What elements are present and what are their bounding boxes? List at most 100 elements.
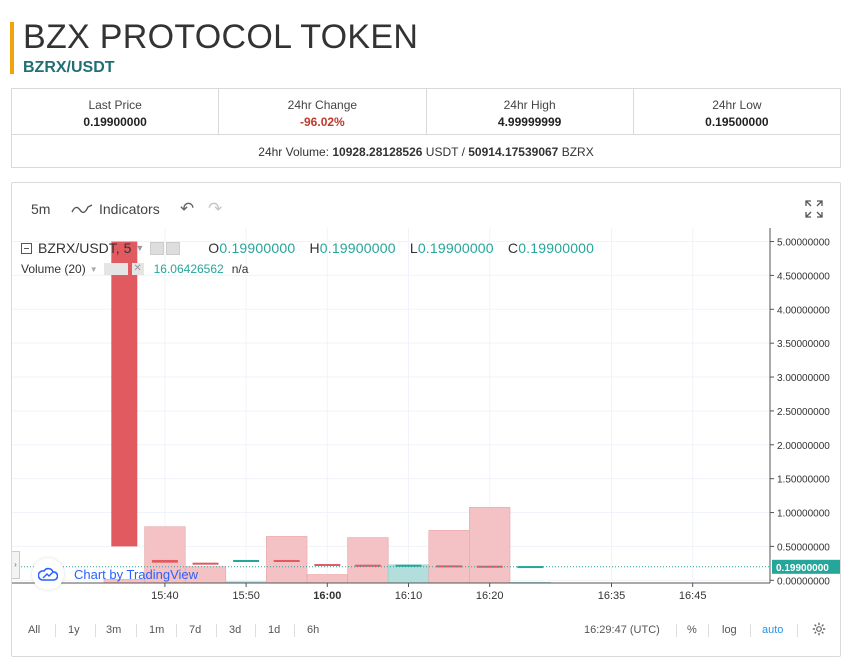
separator: [750, 624, 751, 637]
stats-row: Last Price 0.19900000 24hr Change -96.02…: [12, 89, 840, 135]
range-1m[interactable]: 1m: [149, 624, 165, 636]
close-icon[interactable]: ✕: [131, 263, 144, 275]
time-axis-label: 16:10: [395, 590, 423, 602]
volume-ma-value: n/a: [231, 262, 249, 276]
cloud-icon: [32, 558, 64, 590]
stat-label: 24hr Change: [287, 98, 358, 112]
price-axis-label: 1.00000000: [777, 509, 830, 520]
indicators-icon[interactable]: [71, 201, 93, 217]
utc-clock[interactable]: 16:29:47 (UTC): [584, 624, 660, 636]
side-panel-toggle[interactable]: ›: [12, 551, 20, 579]
ohlc-value: 0.19900000: [219, 240, 296, 256]
percent-toggle[interactable]: %: [687, 624, 697, 636]
time-axis-label: 16:00: [313, 590, 341, 602]
ohlc-values: O0.19900000 H0.19900000 L0.19900000 C0.1…: [198, 240, 594, 256]
candle: [314, 564, 341, 567]
eye-icon[interactable]: [150, 241, 165, 255]
volume-label: 24hr Volume:: [258, 145, 329, 159]
ohlc-key: C: [507, 240, 519, 256]
stat-label: Last Price: [88, 98, 142, 112]
volume-legend-label: Volume (20): [21, 262, 86, 276]
page-title: BZX PROTOCOL TOKEN: [23, 18, 419, 56]
ohlc-key: O: [208, 240, 220, 256]
volume-legend: Volume (20) ▼ ✕ 16.06426562 n/a: [21, 261, 248, 277]
interval-button[interactable]: 5m: [31, 201, 51, 217]
volume-bar: [387, 564, 430, 584]
chart-svg[interactable]: 5.00000000 4.50000000 4.00000000 3.50000000…: [12, 228, 840, 603]
24hr-volume: 24hr Volume: 10928.28128526 USDT / 50914…: [12, 135, 840, 159]
settings-small-icon[interactable]: [166, 241, 181, 255]
stat-value: -96.02%: [300, 115, 345, 129]
range-3d[interactable]: 3d: [229, 624, 242, 636]
volume-bar: [347, 537, 389, 584]
ohlc-value: 0.19900000: [417, 240, 494, 256]
price-axis-label: 5.00000000: [777, 238, 830, 249]
chart-bottom-bar: All 1y 3m 1m 7d 3d 1d 6h 16:29:47 (UTC) …: [12, 615, 840, 645]
chevron-down-icon[interactable]: ▼: [89, 264, 98, 274]
candle: [354, 564, 381, 567]
range-all[interactable]: All: [28, 624, 41, 636]
redo-icon[interactable]: ↷: [208, 199, 223, 218]
range-1d[interactable]: 1d: [268, 624, 281, 636]
stat-label: 24hr Low: [712, 98, 762, 112]
price-axis-label: 2.50000000: [777, 407, 830, 418]
collapse-legend-icon[interactable]: [21, 242, 32, 254]
gear-icon[interactable]: [812, 622, 826, 636]
tradingview-chart: 5m Indicators ↶ ↷ 5.00000000 4.50000000 4.…: [11, 182, 841, 657]
ohlc-value: 0.19900000: [319, 240, 396, 256]
price-legend: BZRX/USDT, 5 ▼ O0.19900000 H0.19900000 L…: [21, 239, 594, 257]
time-axis-label: 16:45: [679, 590, 707, 602]
separator: [676, 624, 677, 637]
ohlc-key: L: [409, 240, 418, 256]
fullscreen-icon[interactable]: [804, 199, 824, 219]
candle: [192, 562, 219, 565]
chevron-down-icon[interactable]: ▼: [135, 243, 145, 253]
time-axis-label: 15:40: [151, 590, 179, 602]
last-price-badge: [772, 559, 840, 574]
price-axis-label: 4.50000000: [777, 271, 830, 282]
undo-icon[interactable]: ↶: [180, 199, 195, 218]
log-toggle[interactable]: log: [722, 624, 737, 636]
trading-pair: BZRX/USDT: [23, 59, 115, 76]
price-axis-label: 1.50000000: [777, 475, 830, 486]
candle: [436, 565, 463, 568]
volume-bar: [266, 536, 308, 584]
stat-value: 4.99999999: [497, 115, 562, 129]
separator: [55, 624, 56, 637]
price-axis-label: 3.50000000: [777, 339, 830, 350]
candle: [151, 559, 178, 563]
tradingview-watermark[interactable]: Chart by TradingView: [32, 558, 198, 590]
auto-toggle[interactable]: auto: [762, 624, 784, 636]
volume-bar: [469, 507, 511, 584]
time-axis-label: 16:35: [598, 590, 626, 602]
title-accent-bar: [10, 22, 14, 74]
stat-24hr-low: 24hr Low 0.19500000: [634, 89, 840, 134]
candle: [273, 559, 300, 562]
stat-24hr-high: 24hr High 4.99999999: [427, 89, 634, 134]
price-axis-label: 0.00000000: [777, 576, 830, 587]
separator: [708, 624, 709, 637]
indicators-button[interactable]: Indicators: [99, 201, 160, 217]
price-plot[interactable]: 5.00000000 4.50000000 4.00000000 3.50000000…: [12, 228, 840, 603]
ohlc-value: 0.19900000: [518, 240, 595, 256]
volume-legend-value: 16.06426562: [153, 262, 224, 276]
price-axis-label: 4.00000000: [777, 305, 830, 316]
volume-bzrx-value: 50914.17539067: [468, 145, 559, 159]
volume-controls-icon[interactable]: [103, 263, 128, 275]
legend-symbol: BZRX/USDT, 5: [38, 240, 132, 256]
separator: [294, 624, 295, 637]
price-axis-label: 3.00000000: [777, 373, 830, 384]
stat-value: 0.19500000: [705, 115, 769, 129]
volume-bzrx-unit: BZRX: [561, 145, 594, 159]
time-axis-label: 15:50: [232, 590, 260, 602]
range-3m[interactable]: 3m: [106, 624, 122, 636]
stat-value: 0.19900000: [83, 115, 147, 129]
range-7d[interactable]: 7d: [189, 624, 202, 636]
price-axis-label: 2.00000000: [777, 441, 830, 452]
range-1y[interactable]: 1y: [68, 624, 80, 636]
range-6h[interactable]: 6h: [307, 624, 320, 636]
volume-usdt-value: 10928.28128526: [332, 145, 423, 159]
stat-24hr-change: 24hr Change -96.02%: [219, 89, 427, 134]
stat-label: 24hr High: [503, 98, 556, 112]
volume-usdt-unit: USDT /: [425, 145, 465, 159]
